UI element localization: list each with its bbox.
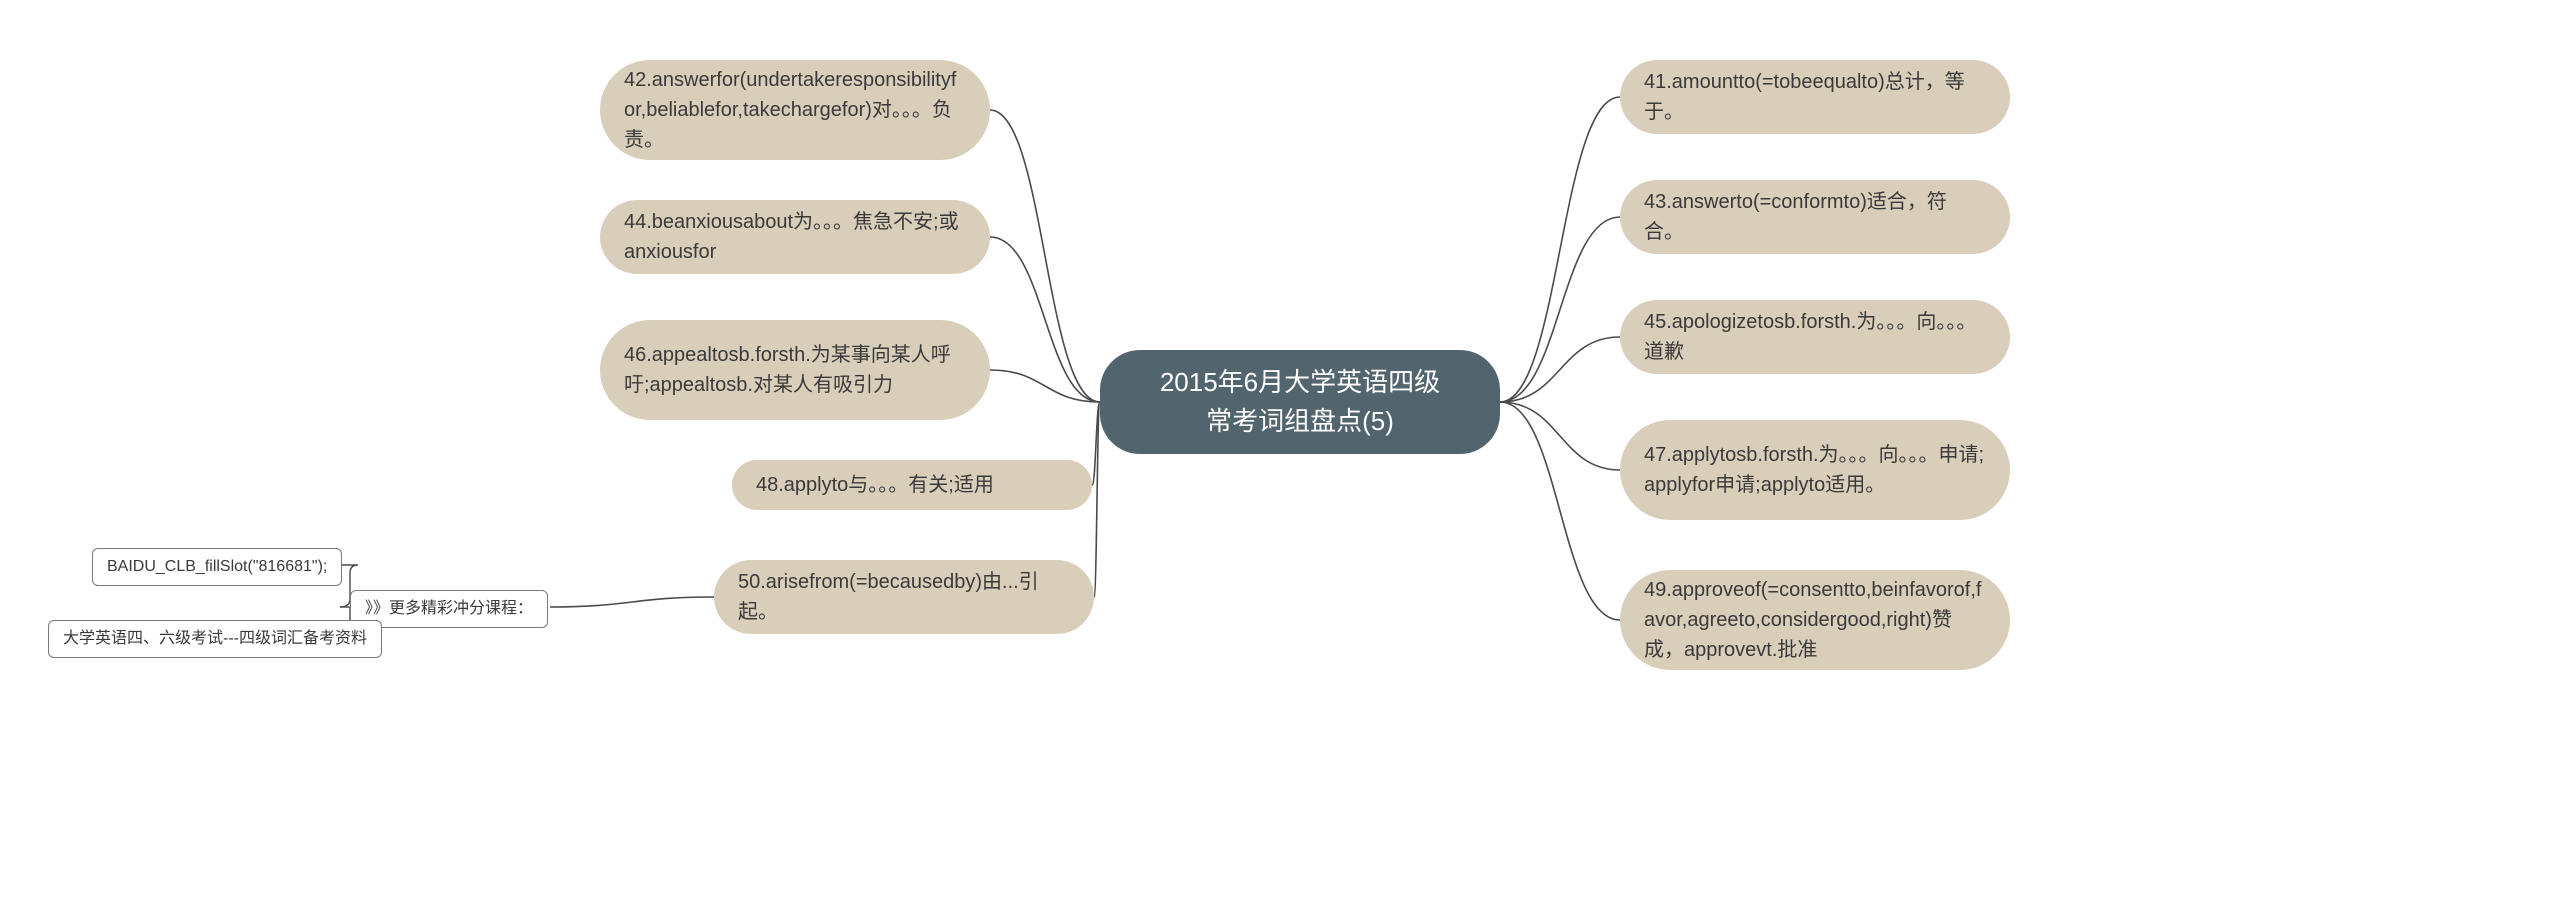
sub-2-text: 大学英语四、六级考试---四级词汇备考资料 — [63, 627, 367, 651]
leaf-42-text: 42.answerfor(undertakeresponsibilityfor,… — [624, 65, 966, 155]
sub-label-text: 》》更多精彩冲分课程： — [365, 597, 533, 621]
leaf-50: 50.arisefrom(=becausedby)由...引起。 — [714, 560, 1094, 634]
center-line1: 2015年6月大学英语四级 — [1160, 363, 1440, 402]
leaf-41-text: 41.amountto(=tobeequalto)总计，等于。 — [1644, 67, 1986, 127]
leaf-45: 45.apologizetosb.forsth.为。。。向。。。道歉 — [1620, 300, 2010, 374]
leaf-43-text: 43.answerto(=conformto)适合，符合。 — [1644, 187, 1986, 247]
leaf-47: 47.applytosb.forsth.为。。。向。。。申请;applyfor申… — [1620, 420, 2010, 520]
leaf-44-text: 44.beanxiousabout为。。。焦急不安;或anxiousfor — [624, 207, 966, 267]
leaf-46-text: 46.appealtosb.forsth.为某事向某人呼吁;appealtosb… — [624, 340, 966, 400]
leaf-48-text: 48.applyto与。。。有关;适用 — [756, 470, 994, 500]
sub-2: 大学英语四、六级考试---四级词汇备考资料 — [48, 620, 382, 658]
leaf-46: 46.appealtosb.forsth.为某事向某人呼吁;appealtosb… — [600, 320, 990, 420]
sub-1-text: BAIDU_CLB_fillSlot("816681"); — [107, 555, 327, 579]
leaf-45-text: 45.apologizetosb.forsth.为。。。向。。。道歉 — [1644, 307, 1986, 367]
leaf-47-text: 47.applytosb.forsth.为。。。向。。。申请;applyfor申… — [1644, 440, 1986, 500]
leaf-48: 48.applyto与。。。有关;适用 — [732, 460, 1092, 510]
leaf-41: 41.amountto(=tobeequalto)总计，等于。 — [1620, 60, 2010, 134]
sub-1: BAIDU_CLB_fillSlot("816681"); — [92, 548, 342, 586]
leaf-49-text: 49.approveof(=consentto,beinfavorof,favo… — [1644, 575, 1986, 665]
leaf-49: 49.approveof(=consentto,beinfavorof,favo… — [1620, 570, 2010, 670]
leaf-43: 43.answerto(=conformto)适合，符合。 — [1620, 180, 2010, 254]
leaf-50-text: 50.arisefrom(=becausedby)由...引起。 — [738, 567, 1070, 627]
leaf-44: 44.beanxiousabout为。。。焦急不安;或anxiousfor — [600, 200, 990, 274]
center-line2: 常考词组盘点(5) — [1206, 402, 1394, 441]
center-node: 2015年6月大学英语四级 常考词组盘点(5) — [1100, 350, 1500, 454]
leaf-42: 42.answerfor(undertakeresponsibilityfor,… — [600, 60, 990, 160]
